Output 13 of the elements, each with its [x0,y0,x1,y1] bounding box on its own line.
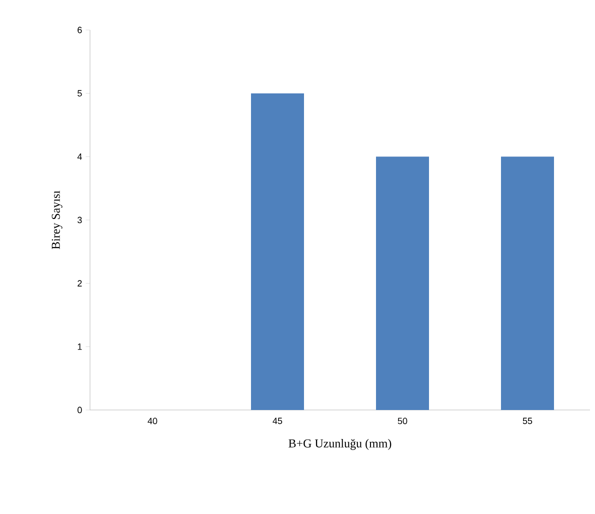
x-tick-label: 40 [148,418,158,424]
y-tick-label: 0 [78,406,82,414]
x-axis-title: B+G Uzunluğu (mm) [288,439,392,450]
y-tick-label: 2 [78,280,82,286]
y-tick-label: 1 [78,344,82,350]
y-tick-label: 3 [78,216,82,224]
y-tick-label: 6 [78,26,82,34]
y-tick-label: 4 [77,154,82,160]
x-tick-label: 50 [398,418,408,424]
y-axis-title: Birey Sayısı [52,190,62,250]
y-tick-label: 5 [78,90,82,96]
x-tick-label: 45 [272,418,282,424]
x-tick-label: 55 [522,418,532,424]
